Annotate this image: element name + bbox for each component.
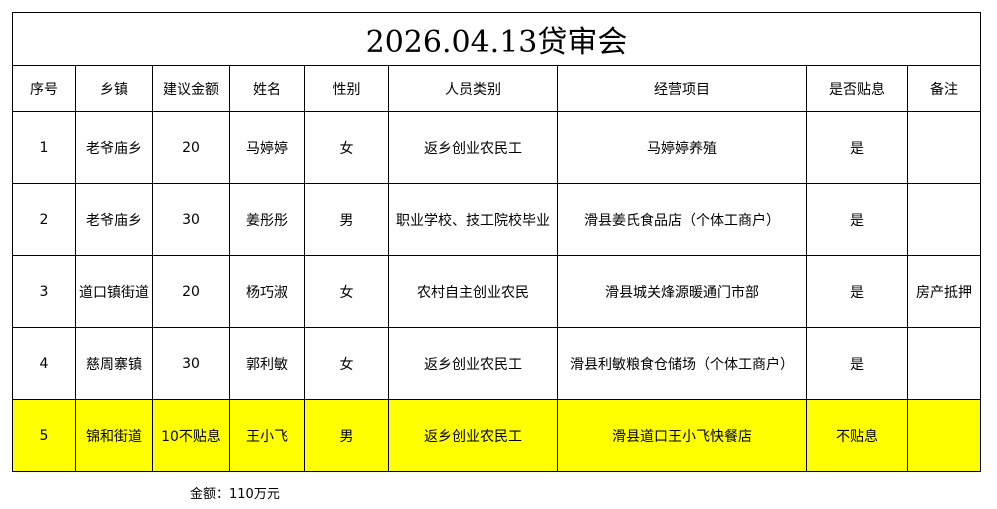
header-cell: 人员类别 — [388, 65, 558, 112]
table-cell: 20 — [152, 255, 230, 328]
table-cell: 郭利敏 — [229, 327, 305, 400]
table-cell: 10不贴息 — [152, 399, 230, 472]
table-cell: 是 — [806, 183, 908, 256]
table-cell: 是 — [806, 327, 908, 400]
table-cell — [907, 111, 981, 184]
header-cell: 经营项目 — [557, 65, 807, 112]
table-cell — [907, 327, 981, 400]
table-cell: 3 — [12, 255, 76, 328]
table-cell: 女 — [304, 255, 389, 328]
loan-review-table: 2026.04.13贷审会 序号 乡镇 建议金额 姓名 性别 人员类别 经营项目… — [12, 12, 981, 472]
table-cell: 房产抵押 — [907, 255, 981, 328]
header-cell: 姓名 — [229, 65, 305, 112]
table-cell: 锦和街道 — [75, 399, 153, 472]
header-cell: 备注 — [907, 65, 981, 112]
table-cell: 杨巧淑 — [229, 255, 305, 328]
table-cell: 姜彤彤 — [229, 183, 305, 256]
page-title: 2026.04.13贷审会 — [12, 12, 981, 66]
total-amount: 金额：110万元 — [190, 487, 280, 502]
table-cell: 20 — [152, 111, 230, 184]
table-cell: 30 — [152, 183, 230, 256]
header-cell: 建议金额 — [152, 65, 230, 112]
table-cell: 道口镇街道 — [75, 255, 153, 328]
table-cell — [907, 183, 981, 256]
table-cell: 是 — [806, 111, 908, 184]
table-cell: 不贴息 — [806, 399, 908, 472]
table-row: 5 锦和街道 10不贴息 王小飞男返乡创业农民工 滑县道口王小飞快餐店 不贴息 — [12, 399, 981, 472]
table-cell: 2 — [12, 183, 76, 256]
header-cell: 序号 — [12, 65, 76, 112]
table-cell: 5 — [12, 399, 76, 472]
table-cell: 慈周寨镇 — [75, 327, 153, 400]
table-cell: 马婷婷养殖 — [557, 111, 807, 184]
table-row: 2 老爷庙乡 30 姜彤彤男职业学校、技工院校毕业 滑县姜氏食品店（个体工商户）是 — [12, 183, 981, 256]
table-cell: 女 — [304, 327, 389, 400]
table-cell: 4 — [12, 327, 76, 400]
table-cell: 男 — [304, 399, 389, 472]
table-cell: 返乡创业农民工 — [388, 327, 558, 400]
header-row: 序号 乡镇 建议金额 姓名 性别 人员类别 经营项目 是否贴息 备注 — [12, 65, 981, 112]
table-row: 1 老爷庙乡 20 马婷婷女返乡创业农民工 马婷婷养殖是 — [12, 111, 981, 184]
header-cell: 性别 — [304, 65, 389, 112]
table-cell: 返乡创业农民工 — [388, 399, 558, 472]
table-cell: 职业学校、技工院校毕业 — [388, 183, 558, 256]
table-cell: 农村自主创业农民 — [388, 255, 558, 328]
table-cell: 王小飞 — [229, 399, 305, 472]
table-cell: 30 — [152, 327, 230, 400]
table-cell: 返乡创业农民工 — [388, 111, 558, 184]
header-cell: 乡镇 — [75, 65, 153, 112]
table-cell: 1 — [12, 111, 76, 184]
table-cell: 老爷庙乡 — [75, 111, 153, 184]
table-row: 3 道口镇街道 20 杨巧淑女农村自主创业农民 滑县城关烽源暖通门市部是房产抵押 — [12, 255, 981, 328]
table-cell: 老爷庙乡 — [75, 183, 153, 256]
table-cell: 是 — [806, 255, 908, 328]
table-cell: 滑县利敏粮食仓储场（个体工商户） — [557, 327, 807, 400]
table-cell: 滑县道口王小飞快餐店 — [557, 399, 807, 472]
table-cell: 男 — [304, 183, 389, 256]
header-cell: 是否贴息 — [806, 65, 908, 112]
table-cell — [907, 399, 981, 472]
table-cell: 滑县城关烽源暖通门市部 — [557, 255, 807, 328]
table-cell: 滑县姜氏食品店（个体工商户） — [557, 183, 807, 256]
table-cell: 马婷婷 — [229, 111, 305, 184]
table-cell: 女 — [304, 111, 389, 184]
table-row: 4 慈周寨镇 30 郭利敏女返乡创业农民工 滑县利敏粮食仓储场（个体工商户）是 — [12, 327, 981, 400]
